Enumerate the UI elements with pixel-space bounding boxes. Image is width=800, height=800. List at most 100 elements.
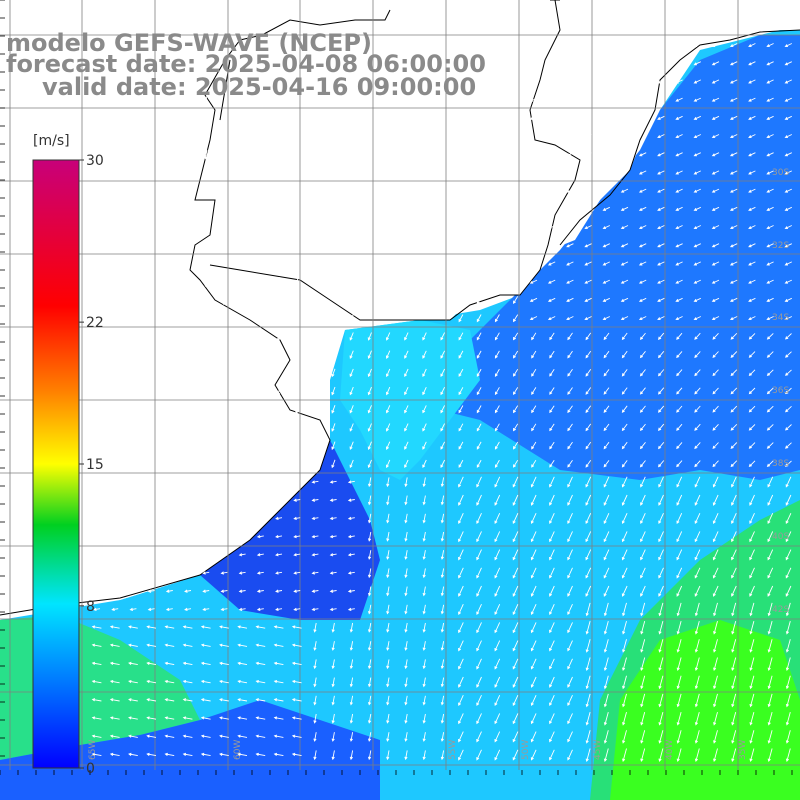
wind-arrow [766, 460, 774, 468]
wind-arrow [638, 152, 647, 157]
wind-arrow [182, 643, 193, 647]
wind-arrow [585, 620, 591, 635]
wind-arrow [273, 643, 284, 647]
wind-arrow [620, 243, 629, 248]
wind-arrow [476, 567, 482, 579]
wind-arrow [422, 622, 426, 633]
wind-arrow [749, 711, 755, 726]
wind-arrow [293, 516, 301, 521]
wind-arrow [640, 585, 646, 597]
wind-arrow [567, 658, 573, 670]
wind-arrow [237, 661, 248, 666]
wind-arrow [602, 279, 610, 284]
grid-label-lon: 65W [88, 740, 98, 760]
wind-arrow [711, 206, 720, 211]
wind-arrow [219, 698, 229, 702]
wind-arrow [422, 513, 426, 524]
wind-arrow [219, 752, 229, 757]
wind-arrow [164, 661, 175, 666]
wind-arrow [639, 405, 646, 413]
wind-arrow [658, 639, 664, 653]
wind-arrow [530, 585, 537, 597]
wind-arrow [367, 713, 372, 724]
wind-arrow [730, 351, 738, 358]
wind-arrow [276, 386, 281, 397]
wind-arrow [386, 641, 390, 651]
wind-arrow [204, 40, 208, 51]
wind-arrow [766, 405, 774, 413]
wind-arrow [766, 152, 774, 157]
wind-arrow [513, 332, 519, 341]
wind-arrow [164, 752, 175, 757]
wind-arrow [640, 567, 646, 579]
wind-arrow [729, 61, 738, 66]
wind-arrow [404, 368, 409, 378]
wind-arrow [603, 441, 610, 450]
wind-arrow [549, 695, 555, 707]
wind-arrow [291, 734, 302, 738]
wind-arrow [331, 386, 336, 396]
wind-arrow [200, 643, 211, 647]
wind-arrow [603, 639, 609, 653]
wind-arrow [386, 695, 390, 706]
wind-arrow [293, 589, 301, 593]
wind-arrow [128, 625, 138, 629]
wind-arrow [293, 498, 301, 502]
wind-arrow [731, 748, 737, 763]
wind-arrow [367, 550, 372, 560]
wind-arrow [657, 316, 665, 321]
wind-arrow [256, 553, 264, 557]
wind-arrow [146, 643, 157, 647]
wind-arrow [694, 693, 700, 708]
wind-arrow [567, 604, 573, 616]
wind-arrow [494, 441, 500, 450]
wind-arrow [530, 640, 537, 652]
wind-arrow [767, 585, 774, 597]
wind-arrow [385, 332, 391, 341]
wind-arrow [386, 622, 390, 633]
wind-arrow [639, 423, 646, 432]
wind-arrow [182, 625, 193, 629]
wind-arrow [785, 730, 791, 744]
wind-arrow [711, 316, 720, 321]
wind-arrow [146, 734, 157, 738]
wind-arrow [349, 386, 354, 396]
wind-arrow [422, 677, 426, 688]
wind-arrow [404, 477, 408, 488]
wind-arrow [547, 297, 556, 302]
wind-arrow [767, 675, 773, 690]
wind-arrow [494, 476, 501, 488]
wind-arrow [347, 553, 355, 557]
wind-arrow [749, 549, 755, 561]
wind-arrow [694, 442, 701, 450]
wind-arrow [367, 732, 372, 742]
wind-arrow [766, 243, 774, 248]
wind-arrow [222, 295, 226, 306]
wind-arrow [621, 387, 628, 395]
wind-arrow [476, 731, 482, 743]
wind-arrow [349, 659, 354, 670]
wind-arrow [386, 659, 390, 670]
wind-arrow [785, 639, 791, 653]
wind-arrow [766, 424, 774, 431]
wind-arrow [476, 531, 482, 543]
wind-arrow [295, 368, 299, 378]
wind-arrow [712, 423, 719, 431]
land-mask [0, 0, 800, 615]
wind-arrow [730, 442, 738, 449]
wind-arrow [458, 350, 464, 359]
wind-arrow [386, 495, 390, 506]
wind-arrow [585, 657, 591, 672]
wind-arrow [567, 676, 573, 688]
wind-arrow [549, 604, 555, 616]
wind-arrow [693, 43, 701, 48]
wind-arrow [476, 459, 482, 468]
wind-arrow [404, 604, 408, 615]
wind-arrow [404, 423, 409, 432]
wind-arrow [694, 585, 701, 597]
wind-arrow [785, 711, 791, 726]
wind-arrow [458, 387, 464, 396]
wind-arrow [620, 261, 629, 266]
wind-arrow [729, 115, 738, 120]
wind-arrow [549, 658, 555, 670]
